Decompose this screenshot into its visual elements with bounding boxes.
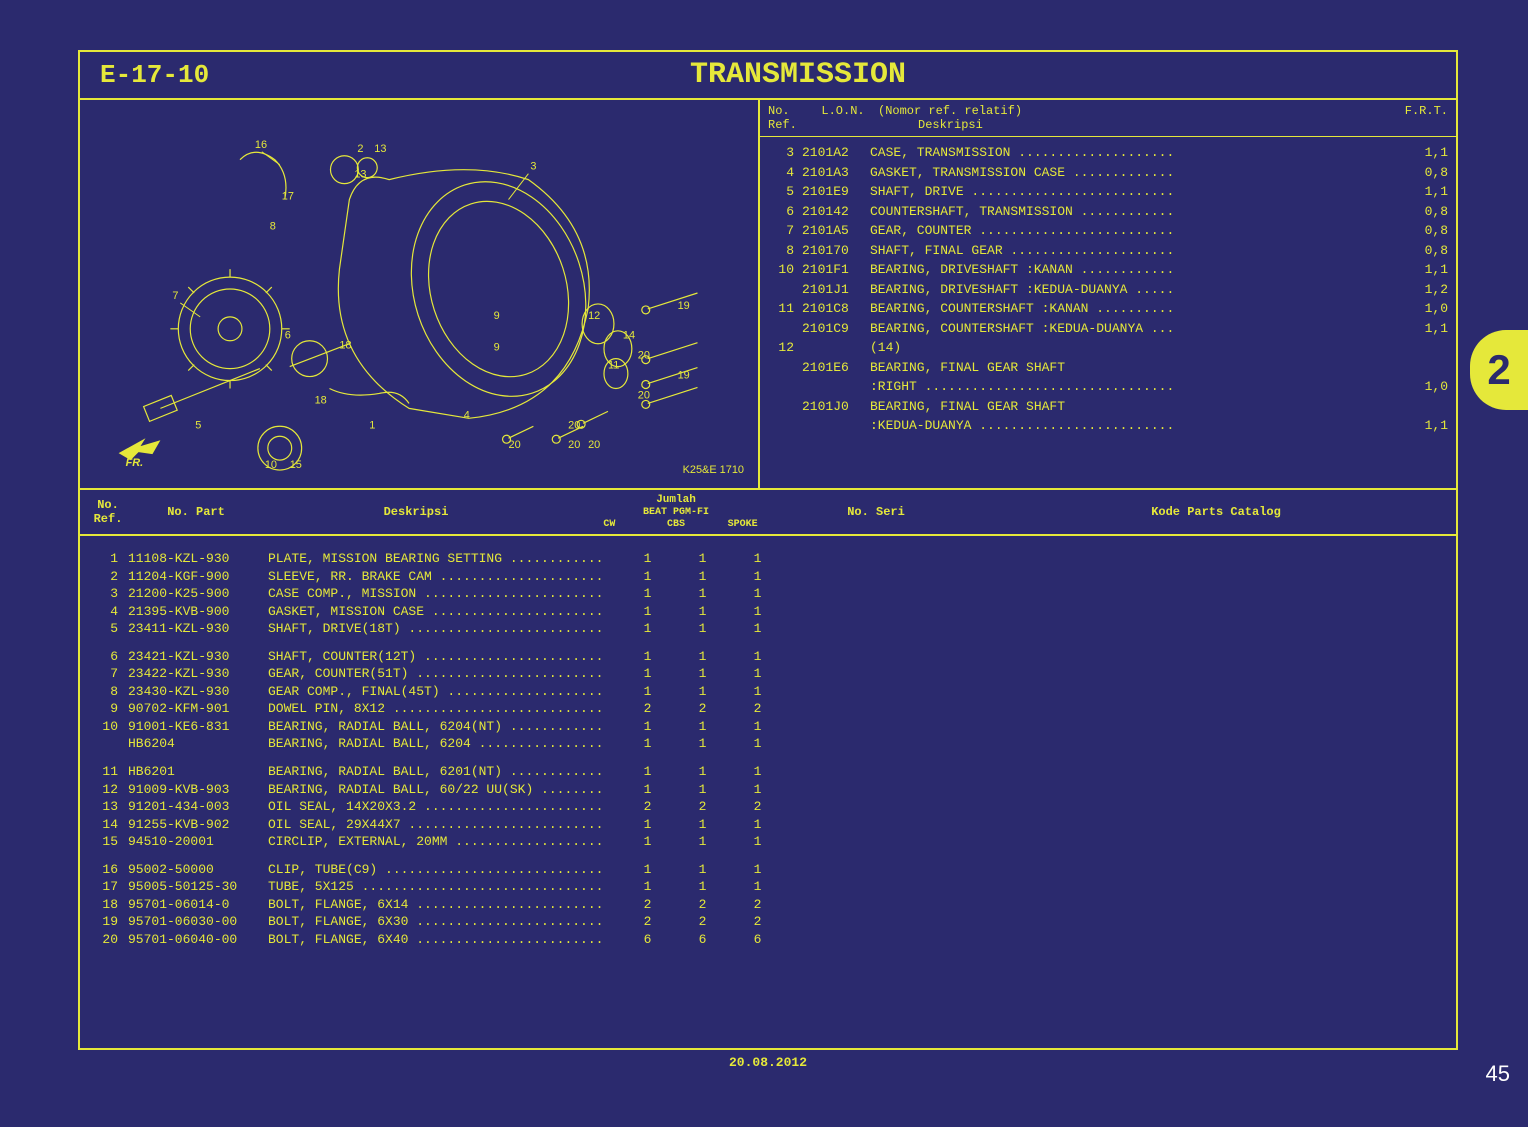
diagram-callout: 19 [678, 370, 690, 382]
exploded-diagram: FR. K25&E 1710 1621331713876181518101599… [80, 100, 760, 488]
ref-row: 2101E6BEARING, FINAL GEAR SHAFT [768, 358, 1448, 378]
part-row: 1695002-50000CLIP, TUBE(C9) ............… [92, 861, 1444, 879]
ref-row: 42101A3GASKET, TRANSMISSION CASE .......… [768, 163, 1448, 183]
diagram-callout: 7 [172, 290, 178, 302]
part-row: 1091001-KE6-831BEARING, RADIAL BALL, 620… [92, 718, 1444, 736]
diagram-callout: 10 [265, 459, 277, 471]
part-row: 1995701-06030-00BOLT, FLANGE, 6X30 .....… [92, 913, 1444, 931]
diagram-callout: 20 [588, 439, 600, 451]
ref-header-ref: Ref. [768, 118, 808, 132]
ref-row: 112101C8BEARING, COUNTERSHAFT :KANAN ...… [768, 299, 1448, 319]
diagram-callout: 13 [354, 169, 366, 181]
part-row: 2095701-06040-00BOLT, FLANGE, 6X40 .....… [92, 931, 1444, 949]
ref-table-header: No. L.O.N. (Nomor ref. relatif) F.R.T. R… [760, 100, 1456, 137]
diagram-callout: 1 [369, 419, 375, 431]
diagram-callout: 14 [623, 330, 635, 342]
parts-header-kode: Kode Parts Catalog [976, 505, 1456, 519]
ref-row: 2101C9BEARING, COUNTERSHAFT :KEDUA-DUANY… [768, 319, 1448, 339]
ref-row: 2101J1BEARING, DRIVESHAFT :KEDUA-DUANYA … [768, 280, 1448, 300]
diagram-svg: FR. K25&E 1710 1621331713876181518101599… [90, 110, 748, 478]
part-row: 523411-KZL-930SHAFT, DRIVE(18T) ........… [92, 620, 1444, 638]
diagram-callout: 15 [290, 459, 302, 471]
part-row: 111108-KZL-930PLATE, MISSION BEARING SET… [92, 550, 1444, 568]
parts-table-header: No.Ref. No. Part Deskripsi Jumlah BEAT P… [80, 490, 1456, 536]
parts-header-part: No. Part [136, 505, 256, 519]
ref-row: :RIGHT ................................1… [768, 377, 1448, 397]
ref-header-frt: F.R.T. [1398, 104, 1448, 118]
diagram-callout: 8 [270, 220, 276, 232]
diagram-callout: 20 [568, 419, 580, 431]
section-tab: 2 [1470, 330, 1528, 410]
ref-row: :KEDUA-DUANYA .........................1… [768, 416, 1448, 436]
diagram-callout: 16 [255, 139, 267, 151]
part-row: 1491255-KVB-902OIL SEAL, 29X44X7 .......… [92, 816, 1444, 834]
page-number: 45 [1486, 1061, 1510, 1087]
ref-table-body: 32101A2CASE, TRANSMISSION ..............… [760, 137, 1456, 488]
diagram-callout: 19 [678, 300, 690, 312]
diagram-callout: 13 [374, 143, 386, 155]
ref-header-lon: L.O.N. [808, 104, 878, 118]
ref-row: 2101J0BEARING, FINAL GEAR SHAFT [768, 397, 1448, 417]
part-row: 990702-KFM-901DOWEL PIN, 8X12 ..........… [92, 700, 1444, 718]
part-row: 1895701-06014-0BOLT, FLANGE, 6X14 ......… [92, 896, 1444, 914]
part-row: 1291009-KVB-903BEARING, RADIAL BALL, 60/… [92, 781, 1444, 799]
diagram-callout: 20 [509, 439, 521, 451]
ref-row: 52101E9SHAFT, DRIVE ....................… [768, 182, 1448, 202]
parts-header-no: No.Ref. [80, 498, 136, 527]
ref-row: 6210142COUNTERSHAFT, TRANSMISSION ......… [768, 202, 1448, 222]
diagram-callout: 9 [494, 310, 500, 322]
diagram-callout: 11 [608, 360, 619, 372]
parts-header-desk: Deskripsi [256, 505, 576, 519]
ref-row: 32101A2CASE, TRANSMISSION ..............… [768, 143, 1448, 163]
diagram-callout: 5 [195, 419, 201, 431]
diagram-callout: 3 [530, 161, 536, 173]
diagram-callout: 2 [357, 143, 363, 155]
diagram-callout: 6 [285, 330, 291, 342]
diagram-callout: 20 [638, 389, 650, 401]
ref-header-nomor: (Nomor ref. relatif) [878, 104, 1398, 118]
part-row: 723422-KZL-930GEAR, COUNTER(51T) .......… [92, 665, 1444, 683]
fr-label: FR. [126, 457, 144, 469]
section-title: TRANSMISSION [160, 58, 1436, 92]
part-row: 623421-KZL-930SHAFT, COUNTER(12T) ......… [92, 648, 1444, 666]
diagram-callout: 4 [464, 409, 470, 421]
ref-row: 12(14) [768, 338, 1448, 358]
diagram-callout: 18 [339, 340, 351, 352]
diagram-callout: 18 [315, 394, 327, 406]
parts-header-seri: No. Seri [776, 505, 976, 519]
parts-table-body: 111108-KZL-930PLATE, MISSION BEARING SET… [80, 536, 1456, 962]
upper-section: FR. K25&E 1710 1621331713876181518101599… [80, 100, 1456, 490]
part-row: 421395-KVB-900GASKET, MISSION CASE .....… [92, 603, 1444, 621]
reference-table: No. L.O.N. (Nomor ref. relatif) F.R.T. R… [760, 100, 1456, 488]
footer-date: 20.08.2012 [80, 1055, 1456, 1070]
title-bar: E-17-10 TRANSMISSION [80, 52, 1456, 100]
part-row: 1391201-434-003OIL SEAL, 14X20X3.2 .....… [92, 798, 1444, 816]
part-row: 11HB6201BEARING, RADIAL BALL, 6201(NT) .… [92, 763, 1444, 781]
part-row: 211204-KGF-900SLEEVE, RR. BRAKE CAM ....… [92, 568, 1444, 586]
diagram-callout: 12 [588, 310, 600, 322]
ref-header-desk: Deskripsi [918, 118, 983, 132]
part-row: HB6204BEARING, RADIAL BALL, 6204 .......… [92, 735, 1444, 753]
diagram-callout: 20 [568, 439, 580, 451]
catalog-page: E-17-10 TRANSMISSION [78, 50, 1458, 1050]
diagram-callout: 9 [494, 342, 500, 354]
ref-row: 8210170SHAFT, FINAL GEAR ...............… [768, 241, 1448, 261]
part-row: 1795005-50125-30TUBE, 5X125 ............… [92, 878, 1444, 896]
parts-header-jumlah: Jumlah BEAT PGM-FI CW CBS SPOKE [576, 494, 776, 529]
part-row: 1594510-20001CIRCLIP, EXTERNAL, 20MM ...… [92, 833, 1444, 851]
diagram-code: K25&E 1710 [683, 464, 744, 476]
ref-header-no: No. [768, 104, 808, 118]
ref-row: 72101A5GEAR, COUNTER ...................… [768, 221, 1448, 241]
diagram-callout: 20 [638, 350, 650, 362]
part-row: 823430-KZL-930GEAR COMP., FINAL(45T) ...… [92, 683, 1444, 701]
ref-row: 102101F1BEARING, DRIVESHAFT :KANAN .....… [768, 260, 1448, 280]
diagram-callout: 17 [282, 191, 294, 203]
part-row: 321200-K25-900CASE COMP., MISSION ......… [92, 585, 1444, 603]
